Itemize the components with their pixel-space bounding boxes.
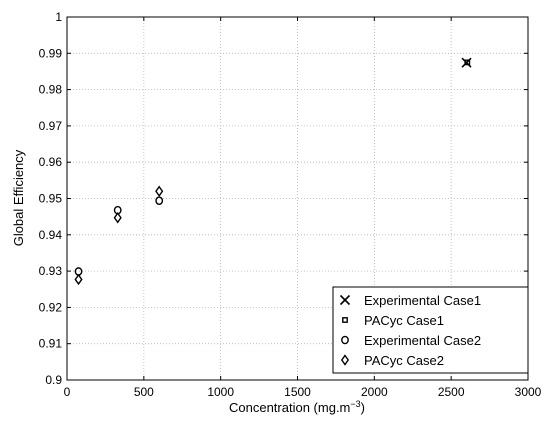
legend-label: Experimental Case1: [364, 293, 481, 308]
y-tick-label: 0.93: [39, 264, 63, 278]
data-point-diamond: [74, 273, 83, 286]
y-tick-label: 1: [55, 10, 62, 24]
legend: Experimental Case1 PACyc Case1 Experimenta…: [332, 286, 529, 374]
x-axis-label-exponent: −3: [350, 399, 360, 409]
x-tick-label: 1000: [207, 385, 234, 399]
y-axis-label: Global Efficiency: [11, 149, 26, 246]
y-tick-label: 0.94: [39, 228, 63, 242]
y-tick-label: 0.97: [39, 119, 63, 133]
x-axis-label: Concentration (mg.m−3): [229, 399, 365, 415]
legend-marker-circle: [341, 335, 349, 345]
y-tick-label: 0.98: [39, 83, 63, 97]
data-points: [74, 57, 472, 286]
legend-label: Experimental Case2: [364, 333, 481, 348]
x-tick-label: 2500: [438, 385, 465, 399]
y-tick-label: 0.99: [39, 46, 63, 60]
y-tick-label: 0.9: [45, 373, 62, 387]
legend-marker-diamond: [340, 354, 350, 366]
y-tick-label: 0.95: [39, 192, 63, 206]
x-axis-label-end: ): [361, 400, 365, 415]
x-tick-label: 1500: [284, 385, 311, 399]
y-tick-label: 0.96: [39, 155, 63, 169]
x-tick-label: 2000: [361, 385, 388, 399]
x-axis-label-main: Concentration (mg.m: [229, 400, 350, 415]
legend-marker-square: [342, 317, 348, 323]
x-tick-label: 500: [134, 385, 154, 399]
y-tick-label: 0.91: [39, 337, 63, 351]
x-tick-label: 0: [64, 385, 71, 399]
data-point-diamond: [155, 185, 164, 197]
legend-label: PACyc Case2: [364, 353, 444, 368]
x-tick-label: 3000: [515, 385, 542, 399]
data-point-diamond: [113, 212, 122, 224]
legend-marker-x: [339, 294, 351, 306]
data-point-circle: [155, 196, 164, 205]
axis-ticks: 0 500 1000 1500 2000 2500 3000 0.9 0.91 0.92 0.93 0…: [39, 10, 542, 399]
y-tick-label: 0.92: [39, 300, 63, 314]
legend-box: [332, 286, 529, 374]
legend-label: PACyc Case1: [364, 313, 444, 328]
data-point-square: [464, 59, 471, 66]
